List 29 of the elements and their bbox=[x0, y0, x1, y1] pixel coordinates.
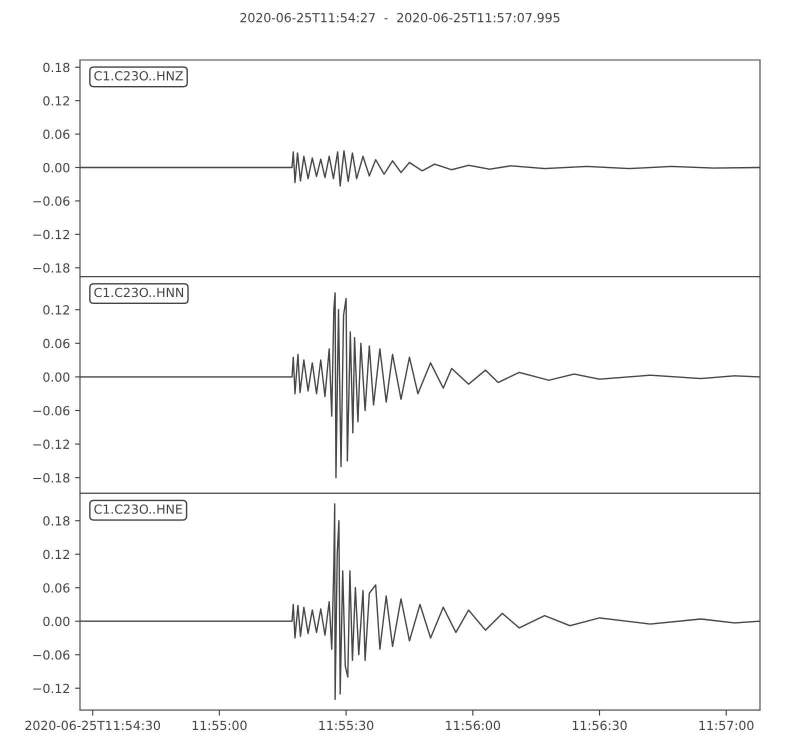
y-tick-label: 0.18 bbox=[43, 516, 70, 526]
y-tick-label: 0.00 bbox=[43, 616, 70, 626]
x-tick-label: 2020-06-25T11:54:30 bbox=[25, 720, 160, 730]
y-tick-label: −0.18 bbox=[33, 263, 70, 273]
x-tick-label: 11:55:00 bbox=[192, 720, 247, 730]
chart-title: 2020-06-25T11:54:27 - 2020-06-25T11:57:07.995 bbox=[240, 12, 560, 22]
annotation: C1.C23O..HNZ bbox=[94, 71, 183, 81]
y-tick-label: 0.12 bbox=[43, 550, 70, 560]
y-tick-label: −0.12 bbox=[33, 440, 70, 450]
y-tick-label: −0.06 bbox=[33, 196, 70, 206]
y-tick-label: −0.06 bbox=[33, 650, 70, 660]
y-tick-label: 0.06 bbox=[43, 130, 70, 140]
x-tick-label: 11:57:00 bbox=[700, 720, 754, 730]
y-tick-label: 0.06 bbox=[43, 583, 70, 593]
x-tick-label: 11:55:30 bbox=[319, 720, 374, 730]
y-tick-label: 0.00 bbox=[43, 372, 70, 382]
y-tick-label: 0.06 bbox=[43, 338, 70, 348]
y-tick-label: 0.12 bbox=[43, 96, 70, 106]
y-tick-label: −0.18 bbox=[33, 473, 70, 483]
annotation: C1.C23O..HNE bbox=[94, 504, 182, 514]
y-tick-label: 0.00 bbox=[43, 162, 70, 172]
annotation: C1.C23O..HNN bbox=[94, 288, 184, 298]
x-tick-label: 11:56:00 bbox=[446, 720, 500, 730]
y-tick-label: 0.18 bbox=[43, 62, 70, 72]
y-tick-label: −0.12 bbox=[33, 230, 70, 240]
y-tick-label: −0.06 bbox=[33, 406, 70, 416]
y-tick-label: −0.12 bbox=[33, 684, 70, 694]
x-tick-label: 11:56:30 bbox=[572, 720, 627, 730]
y-tick-label: 0.12 bbox=[43, 305, 70, 315]
